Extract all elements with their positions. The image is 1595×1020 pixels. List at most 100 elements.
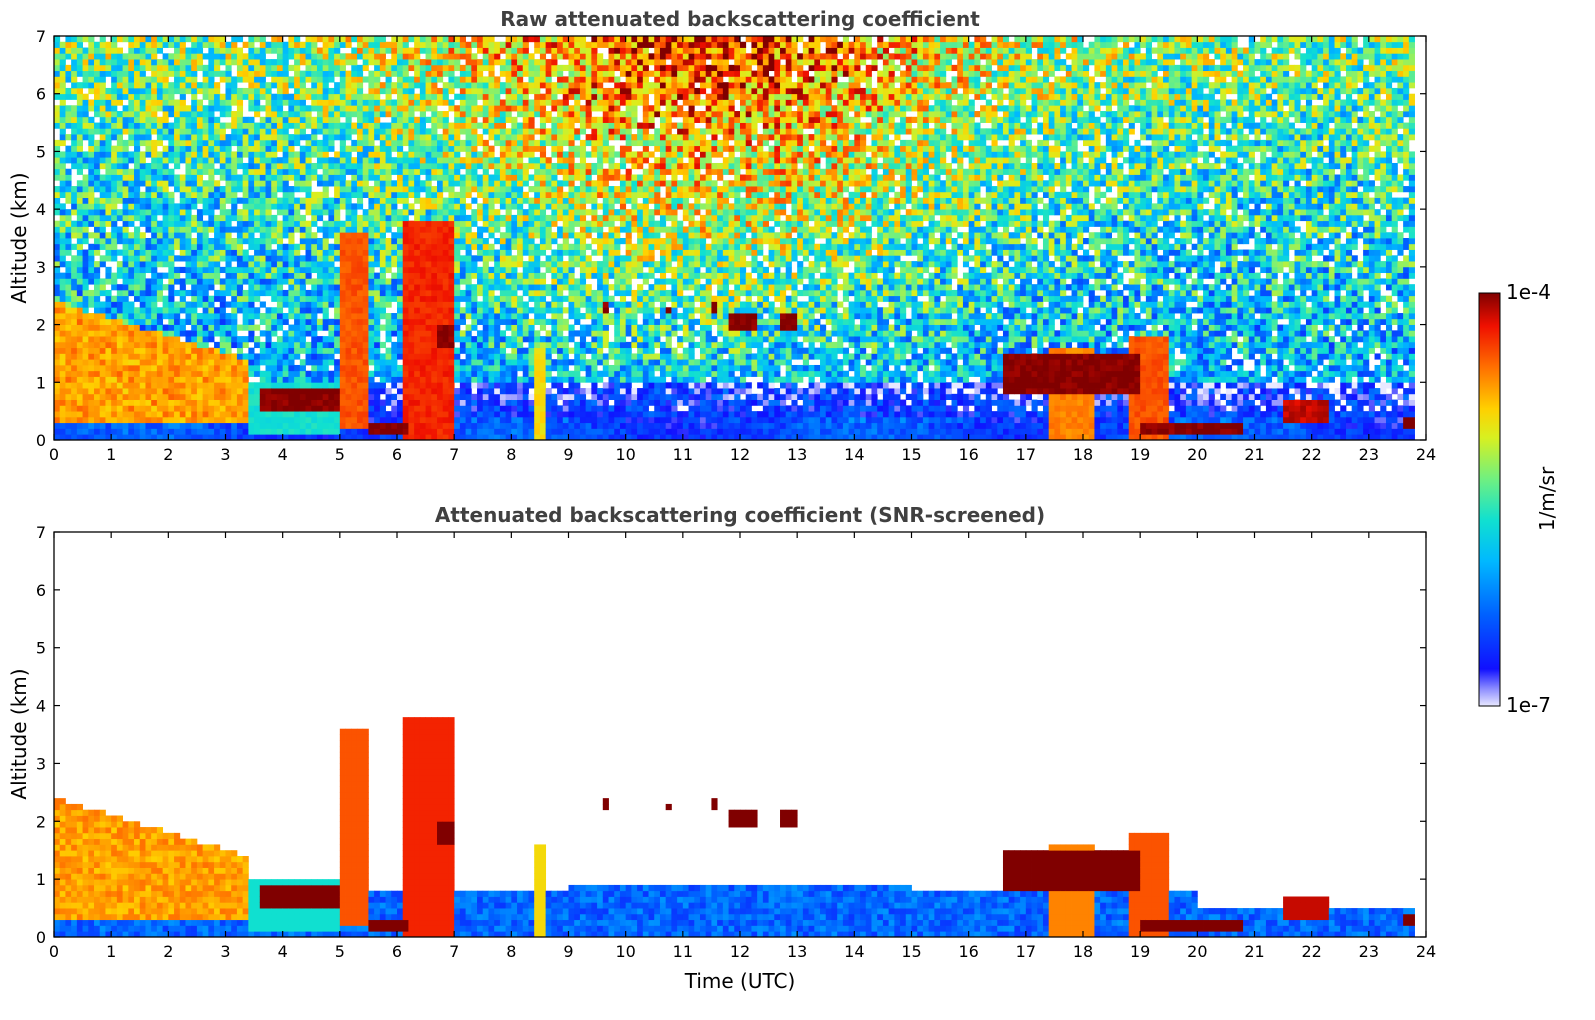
heatmap-cell <box>231 336 238 343</box>
heatmap-cell <box>145 370 152 377</box>
heatmap-cell <box>242 393 249 400</box>
heatmap-cell <box>111 341 118 349</box>
heatmap-cell <box>397 249 404 256</box>
heatmap-cell <box>99 341 106 349</box>
heatmap-cell <box>288 301 295 308</box>
heatmap-cell <box>351 261 358 268</box>
heatmap-cell <box>214 249 221 256</box>
heatmap-cell <box>151 145 158 152</box>
heatmap-cell <box>168 151 175 158</box>
heatmap-cell <box>437 341 444 349</box>
heatmap-cell <box>477 162 484 170</box>
heatmap-cell <box>179 307 186 314</box>
heatmap-cell <box>208 405 215 412</box>
heatmap-cell <box>385 422 392 429</box>
heatmap-cell <box>294 318 301 325</box>
heatmap-cell <box>122 122 129 129</box>
heatmap-cell <box>139 411 146 418</box>
heatmap-cell <box>431 301 438 308</box>
heatmap-cell <box>71 376 78 383</box>
heatmap-cell <box>88 370 95 377</box>
heatmap-cell <box>88 318 95 325</box>
heatmap-cell <box>454 134 461 141</box>
heatmap-cell <box>374 197 381 204</box>
heatmap-cell <box>185 203 192 210</box>
heatmap-cell <box>99 232 106 239</box>
heatmap-cell <box>116 64 123 72</box>
heatmap-cell <box>368 111 375 118</box>
heatmap-cell <box>374 41 381 48</box>
heatmap-cell <box>374 255 381 262</box>
heatmap-cell <box>202 261 209 268</box>
heatmap-cell <box>225 238 232 245</box>
heatmap-cell <box>397 324 404 331</box>
heatmap-cell <box>482 382 489 389</box>
heatmap-cell <box>408 393 415 400</box>
heatmap-cell <box>316 416 324 424</box>
heatmap-cell <box>477 93 484 100</box>
heatmap-cell <box>448 203 455 210</box>
heatmap-cell <box>471 111 478 118</box>
heatmap-cell <box>71 122 78 129</box>
heatmap-cell <box>391 382 398 389</box>
heatmap-cell <box>242 307 249 314</box>
heatmap-cell <box>168 399 175 406</box>
heatmap-cell <box>471 209 478 216</box>
heatmap-cell <box>356 87 364 95</box>
heatmap-cell <box>122 353 129 360</box>
heatmap-cell <box>202 145 209 152</box>
heatmap-cell <box>265 399 272 406</box>
heatmap-cell <box>139 289 146 297</box>
heatmap-cell <box>82 347 89 354</box>
heatmap-cell <box>134 174 141 181</box>
heatmap-cell <box>265 174 272 181</box>
heatmap-cell <box>294 36 301 43</box>
heatmap-cell <box>219 324 226 331</box>
heatmap-cell <box>282 186 289 193</box>
heatmap-cell <box>362 353 369 360</box>
heatmap-cell <box>151 180 158 187</box>
heatmap-cell <box>391 341 398 349</box>
heatmap-cell <box>471 220 478 227</box>
heatmap-cell <box>99 255 106 262</box>
heatmap-cell <box>99 422 106 429</box>
heatmap-cell <box>419 382 426 389</box>
heatmap-cell <box>374 388 381 395</box>
heatmap-cell <box>128 36 135 43</box>
heatmap-cell <box>174 128 181 135</box>
heatmap-cell <box>248 209 255 216</box>
heatmap-cell <box>437 145 444 152</box>
heatmap-cell <box>322 318 329 325</box>
heatmap-cell <box>362 214 369 222</box>
heatmap-cell <box>356 405 364 412</box>
heatmap-cell <box>334 364 341 372</box>
heatmap-cell <box>196 64 204 72</box>
heatmap-cell <box>362 422 369 429</box>
heatmap-cell <box>116 422 123 429</box>
heatmap-cell <box>402 330 409 337</box>
heatmap-cell <box>459 70 466 77</box>
heatmap-cell <box>54 36 61 43</box>
heatmap-cell <box>254 122 261 129</box>
heatmap-cell <box>88 36 95 43</box>
heatmap-cell <box>316 284 324 291</box>
heatmap-cell <box>196 53 204 60</box>
heatmap-cell <box>151 301 158 308</box>
heatmap-cell <box>368 272 375 279</box>
heatmap-cell <box>59 411 66 418</box>
heatmap-cell <box>305 122 312 129</box>
heatmap-cell <box>122 157 129 164</box>
heatmap-cell <box>442 122 449 129</box>
heatmap-cell <box>305 186 312 193</box>
heatmap-cell <box>276 336 284 343</box>
heatmap-cell <box>99 99 106 106</box>
heatmap-cell <box>351 307 358 314</box>
heatmap-cell <box>259 422 266 429</box>
heatmap-cell <box>488 174 495 181</box>
heatmap-cell <box>254 382 261 389</box>
heatmap-cell <box>71 428 78 435</box>
heatmap-cell <box>397 186 404 193</box>
heatmap-cell <box>334 295 341 302</box>
heatmap-cell <box>196 226 204 233</box>
heatmap-cell <box>419 261 426 268</box>
